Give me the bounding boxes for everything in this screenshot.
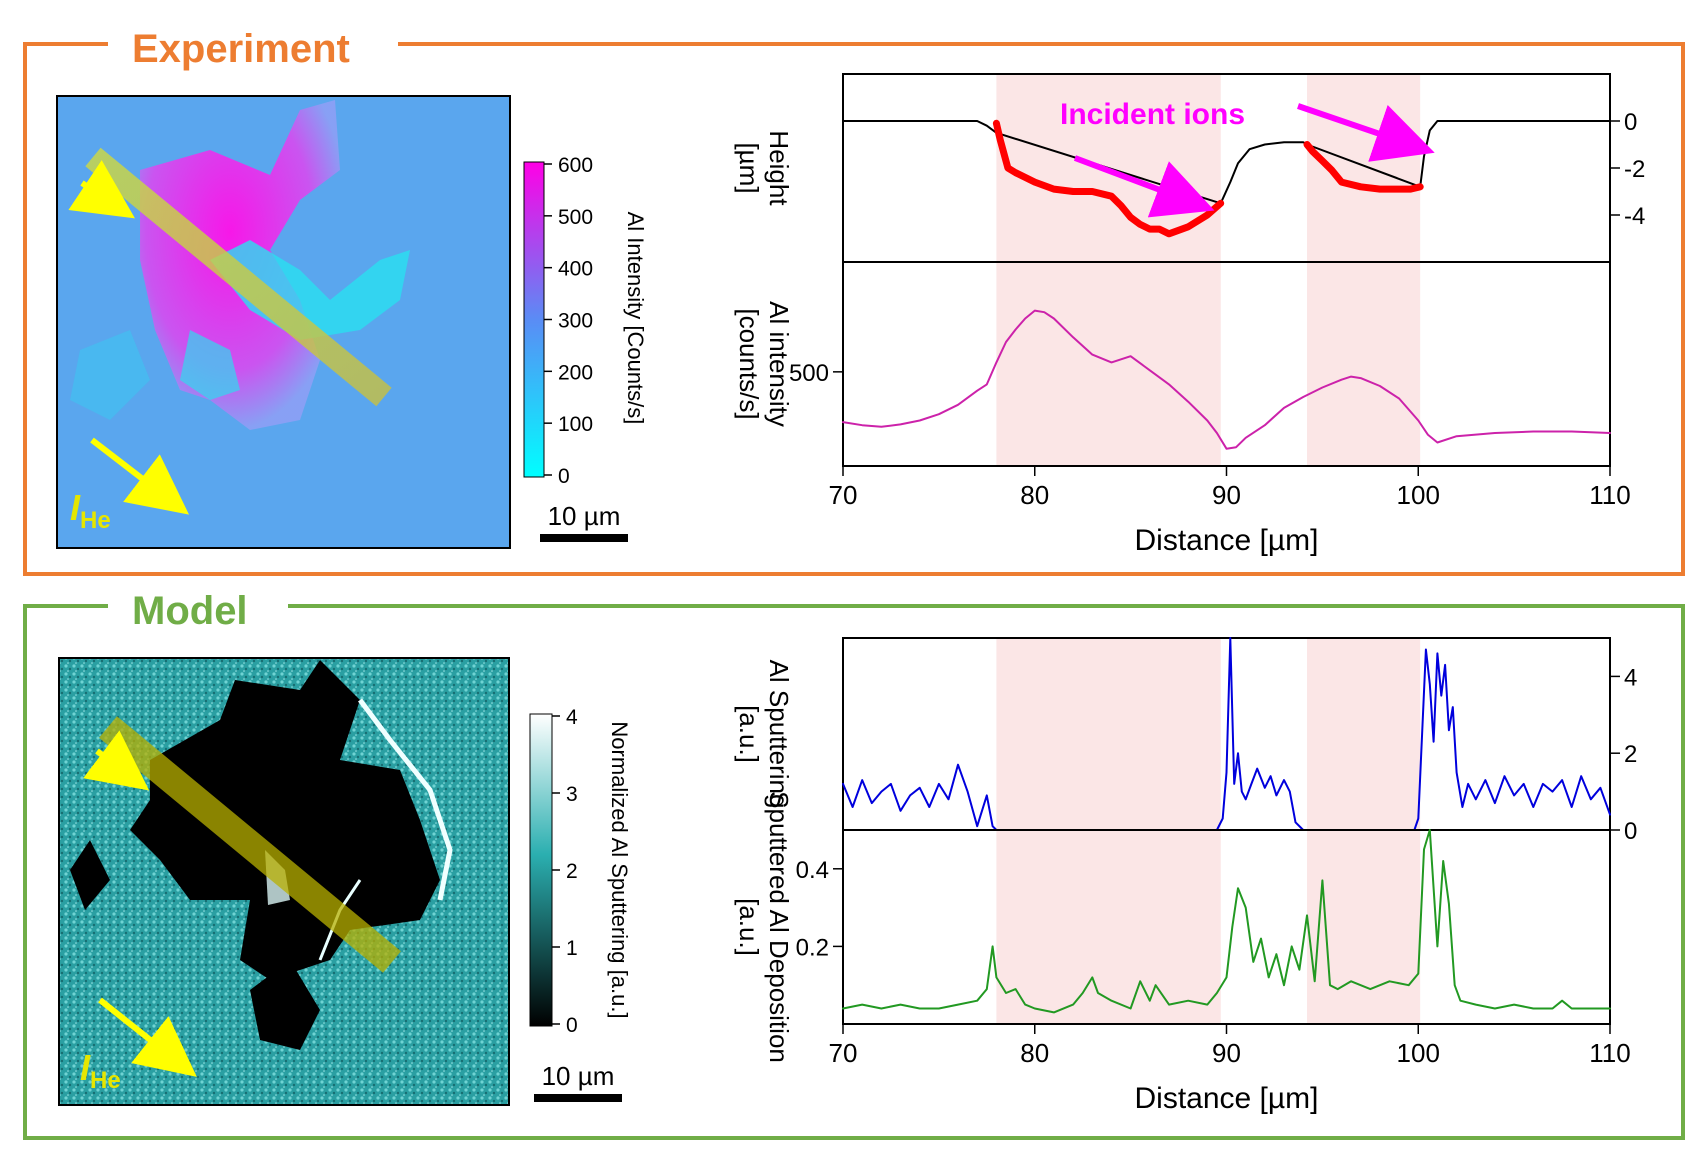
y-tick-label: -4	[1624, 203, 1645, 230]
model-ion-arrow	[98, 997, 197, 1077]
shaded-region	[1307, 638, 1421, 830]
series-line-height-1	[992, 119, 1225, 238]
incident-ions-arrow-1	[1073, 155, 1215, 218]
chart-al_sputtering: 0 2 4 Al Sputtering[a.u.]	[734, 637, 1637, 845]
y-tick-label: 0	[1624, 818, 1637, 845]
chart-sputtered_al_deposition: 0.2 0.4 70 80 90 100 110 Distance [µm] Sputtered…	[734, 791, 1631, 1115]
model-colorbar-label: Normalized Al Sputtering [a.u.]	[607, 721, 632, 1018]
model-colorbar: 4 3 2 1 0 Normalized Al Sputtering [a.u.] 10…	[529, 706, 632, 1102]
colorbar-tick-label: 100	[558, 413, 593, 436]
series-line-al_intensity-0	[842, 309, 1611, 450]
shaded-region	[1307, 262, 1421, 466]
x-tick-label: 90	[1212, 1038, 1241, 1068]
experiment-frame	[23, 42, 1685, 576]
x-tick-label: 70	[829, 480, 858, 510]
colorbar-tick-label: 400	[558, 258, 593, 281]
colorbar-tick-label: 500	[558, 206, 593, 229]
y-axis-label: Al Sputtering[a.u.]	[734, 660, 794, 809]
experiment-ion-arrow	[90, 437, 190, 515]
y-axis-label: Sputtered Al Deposition[a.u.]	[734, 791, 794, 1063]
experiment-scalebar-label: 10 µm	[548, 501, 621, 531]
model-frame	[23, 604, 1685, 1140]
colorbar-tick-label: 4	[566, 706, 578, 729]
x-tick-label: 100	[1397, 1038, 1440, 1068]
model-title: Model	[132, 589, 248, 633]
experiment-ion-label: IHe	[70, 487, 111, 534]
series-line-sputtered_al_deposition-0	[842, 829, 1611, 1014]
x-tick-label: 70	[829, 1038, 858, 1068]
model-dark-region	[130, 660, 440, 980]
colorbar-tick-label: 300	[558, 310, 593, 333]
shaded-region	[1307, 830, 1421, 1024]
y-tick-label: 500	[789, 360, 829, 387]
x-tick-label: 90	[1212, 480, 1241, 510]
series-line-height-2	[1303, 141, 1424, 193]
colorbar-tick-label: 3	[566, 783, 578, 806]
model-ion-arrow-small	[83, 730, 150, 791]
y-tick-label: 2	[1624, 741, 1637, 768]
y-axis-label: Height[µm]	[734, 130, 794, 206]
model-map: IHe	[58, 657, 510, 1106]
shaded-region	[1307, 74, 1421, 262]
incident-ions-annotation: Incident ions	[1060, 98, 1435, 218]
incident-ions-arrow-2	[1297, 103, 1435, 162]
experiment-ion-arrow-small	[68, 160, 135, 219]
experiment-colorbar: 600 500 400 300 200 100 0 Al Intensity [Counts…	[523, 154, 648, 542]
colorbar-tick-label: 2	[566, 860, 578, 883]
chart-frame	[842, 261, 1611, 467]
experiment-title: Experiment	[132, 27, 350, 71]
x-tick-label: 80	[1020, 480, 1049, 510]
incident-ions-label: Incident ions	[1060, 98, 1245, 131]
x-tick-label: 110	[1589, 1038, 1630, 1068]
shaded-region	[996, 638, 1221, 830]
experiment-map: IHe	[56, 95, 511, 549]
model-linescan-band	[99, 716, 401, 973]
y-tick-label: 0.4	[796, 857, 829, 884]
colorbar-tick-label: 200	[558, 361, 593, 384]
shaded-region	[996, 262, 1221, 466]
series-line-al_sputtering-0	[842, 637, 1611, 831]
experiment-cyan-region	[210, 240, 410, 340]
colorbar-tick-label: 0	[558, 465, 570, 488]
colorbar-tick-label: 600	[558, 154, 593, 177]
shaded-region	[996, 830, 1221, 1024]
experiment-panel: Experiment	[23, 20, 1685, 576]
y-tick-label: 0.2	[796, 934, 829, 961]
experiment-linescan-band	[85, 147, 392, 407]
colorbar-tick-label: 0	[566, 1014, 578, 1037]
line-charts: 0 -2 -4 Height[µm] 500 70 80 90 100 110 Distance […	[734, 73, 1645, 1115]
y-tick-label: 4	[1624, 664, 1637, 691]
model-panel: Model	[23, 584, 1685, 1140]
x-axis-label: Distance [µm]	[1135, 1082, 1319, 1115]
model-scalebar-label: 10 µm	[542, 1061, 615, 1091]
chart-frame	[842, 829, 1611, 1025]
y-tick-label: 0	[1624, 109, 1637, 136]
x-tick-label: 100	[1397, 480, 1440, 510]
experiment-colorbar-label: Al Intensity [Counts/s]	[623, 212, 648, 425]
series-line-height-0	[842, 120, 1611, 205]
model-ion-label: IHe	[80, 1047, 121, 1094]
y-tick-label: -2	[1624, 156, 1645, 183]
y-axis-label: Al intensity[counts/s]	[734, 301, 794, 427]
x-axis-label: Distance [µm]	[1135, 524, 1319, 557]
x-tick-label: 110	[1589, 480, 1630, 510]
colorbar-tick-label: 1	[566, 937, 578, 960]
x-tick-label: 80	[1020, 1038, 1049, 1068]
chart-al_intensity: 500 70 80 90 100 110 Distance [µm] Al intensity…	[734, 261, 1631, 557]
